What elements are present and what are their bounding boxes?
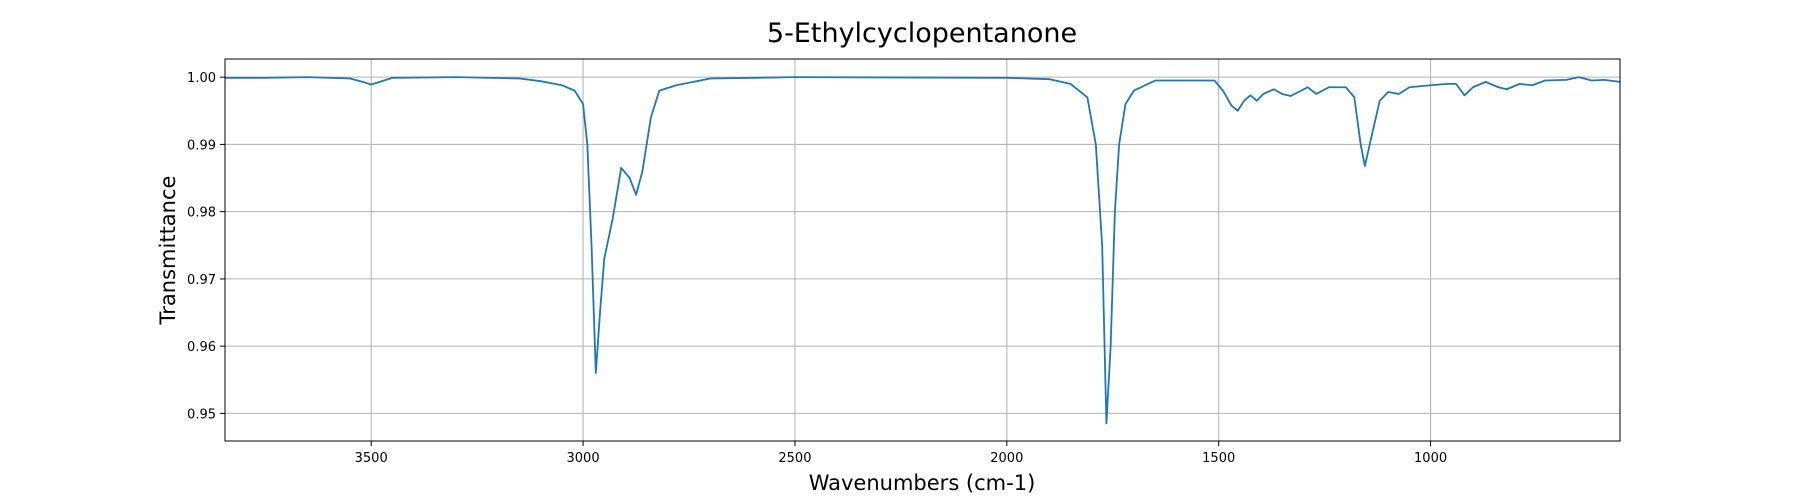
- y-tick-label: 0.98: [187, 206, 216, 221]
- x-tick-label: 1000: [1414, 451, 1447, 466]
- spectrum-line: [225, 76, 1621, 425]
- y-tick-label: 0.97: [187, 273, 216, 288]
- x-tick-label: 1500: [1202, 451, 1235, 466]
- x-tick-label: 2000: [990, 451, 1023, 466]
- plot-frame: [224, 58, 1621, 442]
- x-axis-label: Wavenumbers (cm-1): [809, 471, 1036, 495]
- x-tick-label: 3500: [355, 451, 388, 466]
- y-tick-label: 1.00: [187, 71, 216, 86]
- y-tick-label: 0.95: [187, 407, 216, 422]
- y-tick-label: 0.99: [187, 138, 216, 153]
- x-tick-label: 3000: [567, 451, 600, 466]
- y-axis-label: Transmittance: [156, 176, 180, 326]
- chart-title: 5-Ethylcyclopentanone: [767, 18, 1077, 49]
- y-tick-label: 0.96: [187, 340, 216, 355]
- x-tick-label: 2500: [778, 451, 811, 466]
